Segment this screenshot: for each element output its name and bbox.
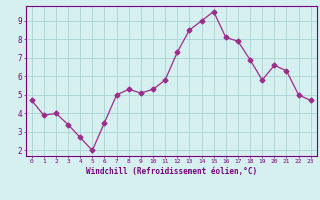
X-axis label: Windchill (Refroidissement éolien,°C): Windchill (Refroidissement éolien,°C) — [86, 167, 257, 176]
